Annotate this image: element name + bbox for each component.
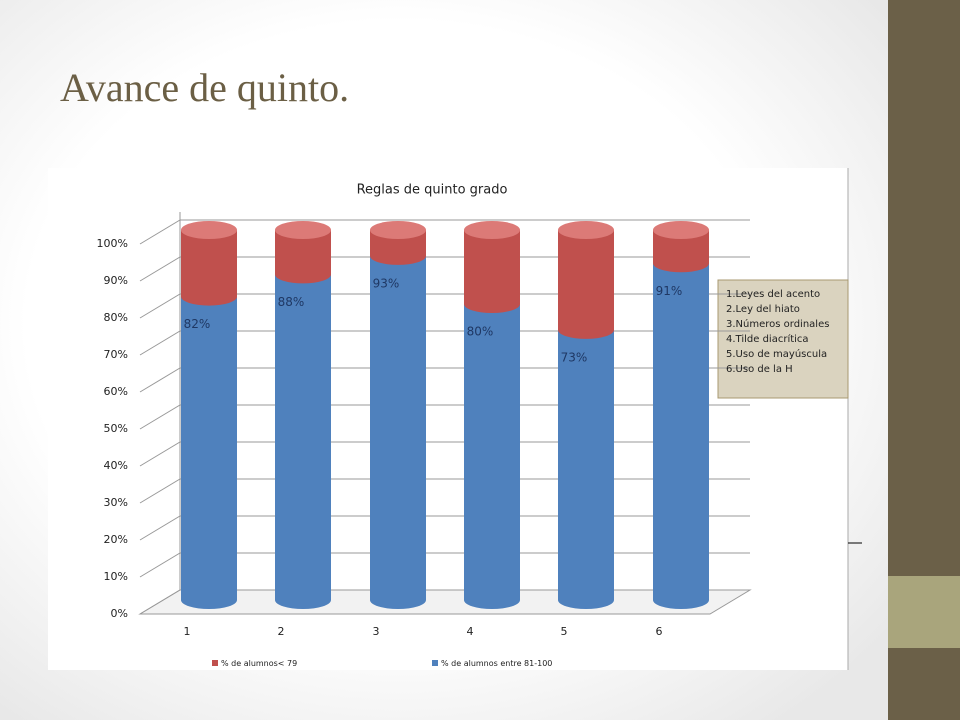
annotation: 3.Números ordinales — [726, 318, 829, 330]
legend-label: % de alumnos< 79 — [221, 659, 297, 668]
bar-top — [275, 221, 331, 239]
bar — [370, 230, 426, 265]
bar-top — [181, 221, 237, 239]
bar — [558, 329, 614, 609]
y-tick-label: 50% — [104, 422, 128, 435]
x-tick-label: 4 — [467, 625, 474, 638]
plot: 0% 10% 20% 30% 40% 50% 60% 70% 80% 90% 100% 1 82% 2 88… — [97, 219, 829, 668]
bar — [181, 230, 237, 306]
y-tick-label: 70% — [104, 348, 128, 361]
annotation: 1.Leyes del acento — [726, 289, 820, 300]
bar — [181, 296, 237, 609]
x-tick-label: 3 — [373, 625, 380, 638]
x-tick-label: 1 — [184, 625, 191, 638]
bar-top — [464, 221, 520, 239]
side-accent — [888, 576, 960, 648]
bar — [275, 274, 331, 609]
bar-top — [558, 221, 614, 239]
chart-title: Reglas de quinto grado — [357, 183, 508, 198]
bar-top — [370, 221, 426, 239]
data-label: 73% — [561, 350, 588, 364]
slide-title: Avance de quinto. — [60, 65, 349, 110]
y-tick-label: 80% — [104, 311, 128, 324]
legend-swatch — [212, 660, 218, 666]
y-tick-label: 0% — [111, 607, 128, 620]
y-tick-label: 20% — [104, 533, 128, 546]
y-tick-label: 100% — [97, 237, 128, 250]
bar-top — [653, 221, 709, 239]
y-tick-label: 90% — [104, 274, 128, 287]
data-label: 93% — [373, 276, 400, 290]
bar — [653, 263, 709, 609]
y-tick-label: 10% — [104, 570, 128, 583]
grid-line — [139, 219, 750, 245]
bar — [275, 230, 331, 284]
bar — [464, 304, 520, 609]
annotation: 5.Uso de mayúscula — [726, 348, 827, 360]
bar — [370, 255, 426, 609]
legend-label: % de alumnos entre 81-100 — [441, 659, 552, 668]
x-tick-label: 5 — [561, 625, 568, 638]
annotation: 6.Uso de la H — [726, 364, 793, 375]
y-tick-label: 30% — [104, 496, 128, 509]
bar — [653, 230, 709, 273]
annotation: 4.Tilde diacrítica — [726, 333, 809, 345]
annotation: 2.Ley del hiato — [726, 304, 800, 315]
x-tick-label: 6 — [656, 625, 663, 638]
bar — [558, 230, 614, 339]
data-label: 80% — [467, 325, 494, 339]
x-tick-label: 2 — [278, 625, 285, 638]
y-tick-label: 40% — [104, 459, 128, 472]
data-label: 88% — [278, 295, 305, 309]
annotation-box — [717, 279, 849, 399]
bar — [464, 230, 520, 313]
data-label: 91% — [656, 284, 683, 298]
legend-swatch — [432, 660, 438, 666]
y-tick-label: 60% — [104, 385, 128, 398]
data-label: 82% — [184, 317, 211, 331]
